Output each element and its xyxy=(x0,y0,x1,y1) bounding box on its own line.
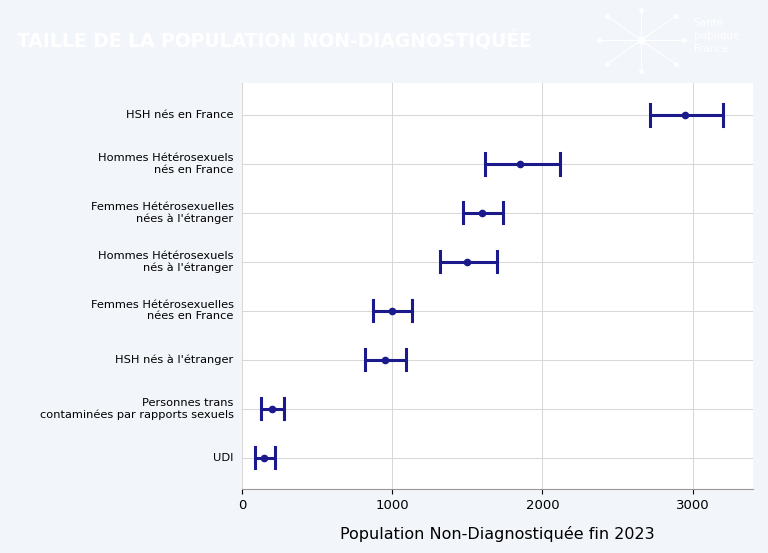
X-axis label: Population Non-Diagnostiquée fin 2023: Population Non-Diagnostiquée fin 2023 xyxy=(340,526,654,542)
Text: Santé
publique
France: Santé publique France xyxy=(694,18,739,54)
Text: TAILLE DE LA POPULATION NON-DIAGNOSTIQUÉE: TAILLE DE LA POPULATION NON-DIAGNOSTIQUÉ… xyxy=(17,30,531,50)
